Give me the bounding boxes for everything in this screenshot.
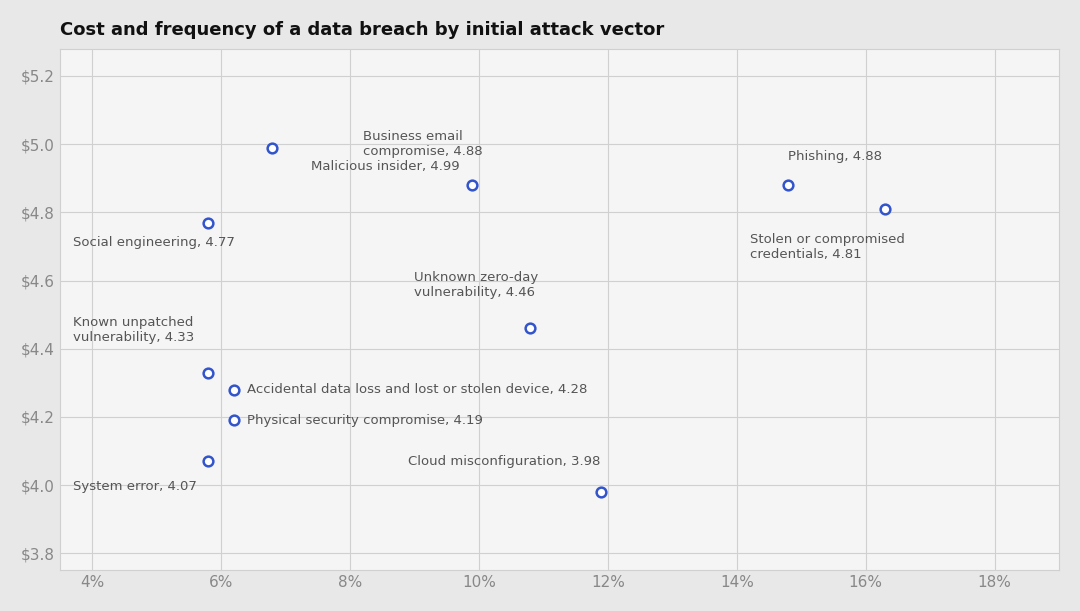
Text: System error, 4.07: System error, 4.07 (72, 480, 197, 493)
Point (225, 415, 242, 425)
Text: Unknown zero-day
vulnerability, 4.46: Unknown zero-day vulnerability, 4.46 (415, 271, 539, 299)
Point (200, 456, 217, 466)
Text: Phishing, 4.88: Phishing, 4.88 (788, 150, 882, 163)
Text: Accidental data loss and lost or stolen device, 4.28: Accidental data loss and lost or stolen … (246, 383, 588, 396)
Text: Cloud misconfiguration, 3.98: Cloud misconfiguration, 3.98 (408, 455, 600, 468)
Text: Stolen or compromised
credentials, 4.81: Stolen or compromised credentials, 4.81 (750, 233, 905, 261)
Point (593, 487, 610, 497)
Text: Known unpatched
vulnerability, 4.33: Known unpatched vulnerability, 4.33 (72, 316, 193, 343)
Point (522, 323, 539, 333)
Point (200, 218, 217, 227)
Point (200, 368, 217, 378)
Point (877, 204, 894, 214)
Point (264, 143, 281, 153)
Text: Physical security compromise, 4.19: Physical security compromise, 4.19 (246, 414, 483, 427)
Point (225, 385, 242, 395)
Text: Malicious insider, 4.99: Malicious insider, 4.99 (311, 159, 460, 172)
Text: Cost and frequency of a data breach by initial attack vector: Cost and frequency of a data breach by i… (59, 21, 664, 39)
Text: Social engineering, 4.77: Social engineering, 4.77 (72, 236, 234, 249)
Text: Business email
compromise, 4.88: Business email compromise, 4.88 (363, 130, 483, 158)
Point (463, 180, 481, 190)
Point (780, 180, 797, 190)
